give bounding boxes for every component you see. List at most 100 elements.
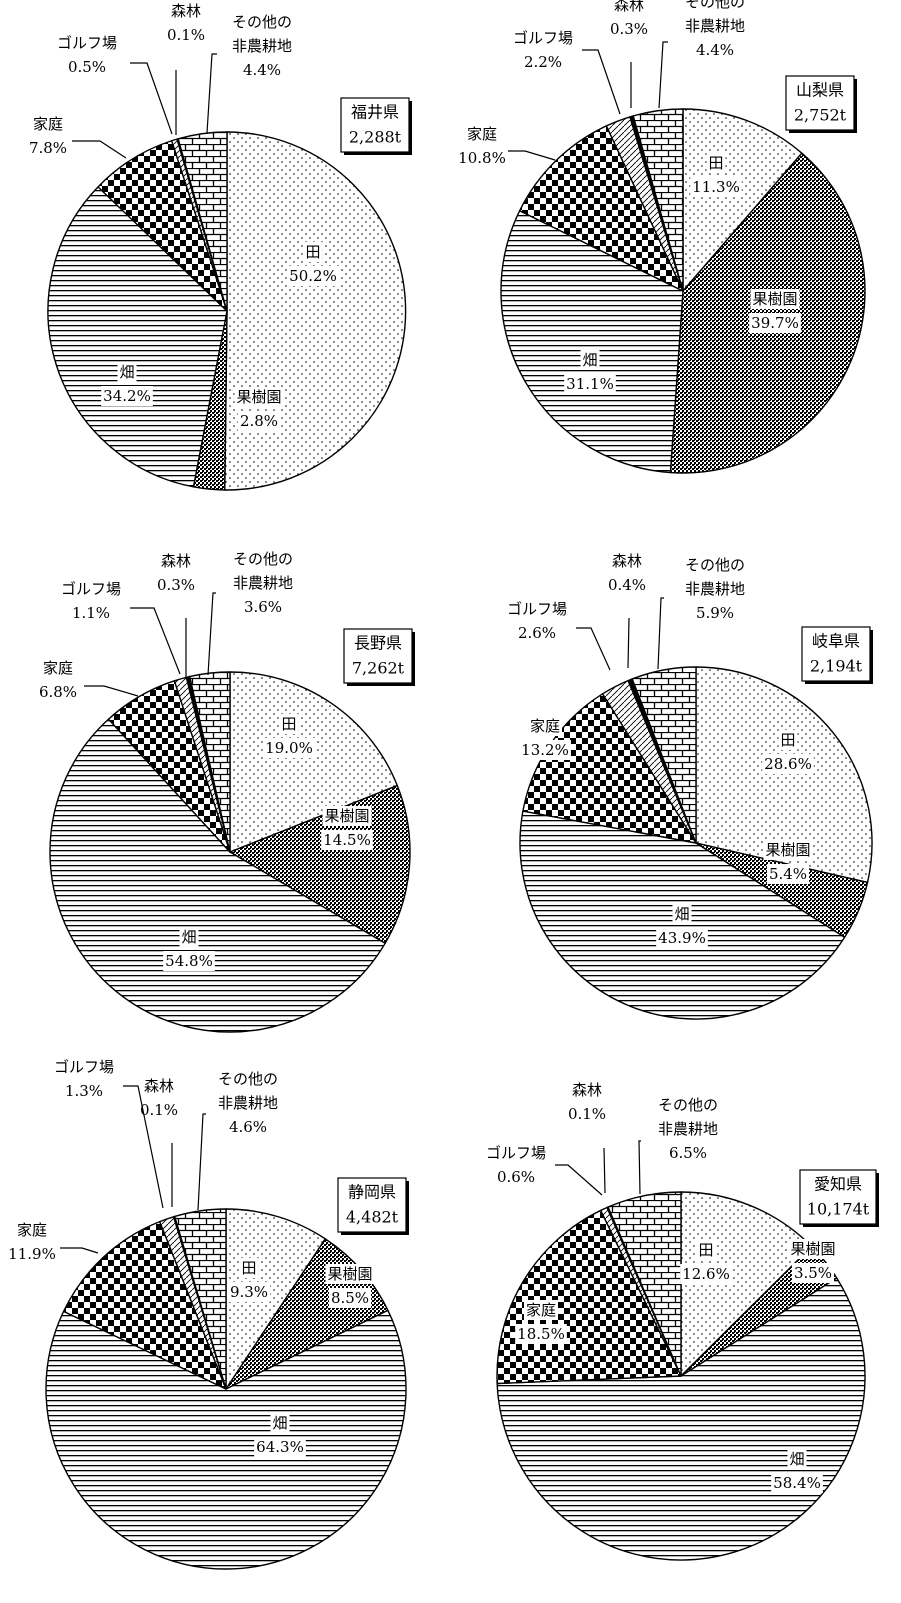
- slice-name-ta-bg: [239, 1258, 259, 1278]
- slice-katei: [62, 1220, 227, 1390]
- pie-charts-group: 福井県 2,288t 田 50.2% 果樹園 2.8% 畑 34.2% 家庭 7.8% ゴルフ場 0.…: [8, 0, 879, 1570]
- slice-name-sonota-line2: 非農耕地: [232, 37, 292, 55]
- slice-name-golf: ゴルフ場: [61, 580, 121, 598]
- slice-name-hata-group: 畑: [787, 1449, 807, 1469]
- prefecture-total: 10,174t: [807, 1200, 870, 1219]
- slice-name-golf: ゴルフ場: [513, 29, 573, 47]
- slice-name-sonota-line1-group: その他の: [658, 1096, 718, 1114]
- prefecture-name-group: 愛知県: [814, 1175, 862, 1194]
- slice-name-shinrin-group: 森林: [171, 2, 201, 20]
- slice-value-ta: 19.0%: [265, 739, 313, 757]
- slice-name-kaju-group: 果樹園: [788, 1239, 838, 1259]
- slice-name-ta: 田: [241, 1259, 256, 1277]
- slice-value-katei: 6.8%: [39, 683, 77, 701]
- slice-value-katei: 13.2%: [521, 741, 569, 759]
- slice-name-hata-bg: [117, 362, 137, 382]
- slice-value-kaju-bg: [328, 1288, 372, 1308]
- slice-value-shinrin-group: 0.3%: [157, 576, 195, 594]
- slice-name-shinrin: 森林: [572, 1081, 602, 1099]
- prefecture-box: 山梨県 2,752t: [785, 75, 857, 133]
- slice-name-golf: ゴルフ場: [507, 600, 567, 618]
- leader-line-sonota: [206, 53, 217, 134]
- slice-name-hata-bg: [270, 1413, 290, 1433]
- slice-name-sonota-line1: その他の: [685, 556, 745, 574]
- slice-name-golf-group: ゴルフ場: [57, 34, 117, 52]
- slice-value-sonota: 3.6%: [244, 598, 282, 616]
- slice-value-kaju-group: 14.5%: [321, 830, 373, 850]
- prefecture-box: 福井県 2,288t: [340, 97, 412, 155]
- slice-name-sonota-line2-group: 非農耕地: [232, 37, 292, 55]
- slice-name-hata: 畑: [181, 928, 196, 946]
- slice-hata: [45, 1309, 407, 1570]
- slice-name-hata-group: 畑: [580, 350, 600, 370]
- slice-name-hata-bg: [787, 1449, 807, 1469]
- slice-value-kaju-group: 8.5%: [328, 1288, 372, 1308]
- prefecture-name: 愛知県: [814, 1175, 862, 1194]
- slice-name-hata: 畑: [789, 1450, 804, 1468]
- slice-name-golf: ゴルフ場: [54, 1058, 114, 1076]
- prefecture-box-frame: [340, 97, 410, 153]
- slice-name-katei: 家庭: [33, 115, 63, 133]
- slice-name-sonota-line2: 非農耕地: [218, 1094, 278, 1112]
- prefecture-name-group: 福井県: [351, 103, 399, 122]
- pie-slices: [49, 671, 411, 1033]
- slice-name-katei-group: 家庭: [523, 1300, 559, 1320]
- slice-name-shinrin-group: 森林: [614, 0, 644, 14]
- slice-name-kaju-group: 果樹園: [234, 387, 284, 407]
- slice-name-ta-group: 田: [778, 730, 798, 750]
- prefecture-box: 岐阜県 2,194t: [801, 626, 873, 684]
- slice-name-kaju: 果樹園: [765, 841, 810, 859]
- slice-name-sonota-line2: 非農耕地: [685, 17, 745, 35]
- pie-chart: 岐阜県 2,194t 田 28.6% 果樹園 5.4% 畑 43.9% 家庭 13.2% ゴルフ場 2…: [507, 552, 873, 1020]
- prefecture-name-group: 長野県: [354, 634, 402, 653]
- slice-name-kaju-bg: [325, 1264, 375, 1284]
- slice-name-shinrin: 森林: [612, 552, 642, 570]
- prefecture-box-frame: [343, 628, 413, 684]
- slice-value-shinrin-group: 0.1%: [140, 1101, 178, 1119]
- slice-name-katei-group: 家庭: [527, 716, 563, 736]
- slice-name-kaju-group: 果樹園: [750, 289, 800, 309]
- slice-name-ta-bg: [696, 1240, 716, 1260]
- slice-value-shinrin: 0.1%: [167, 26, 205, 44]
- slice-name-sonota-line2-group: 非農耕地: [233, 574, 293, 592]
- slice-name-hata-bg: [580, 350, 600, 370]
- prefecture-total-group: 10,174t: [807, 1200, 870, 1219]
- slice-value-katei-bg: [515, 1324, 567, 1344]
- slice-value-golf-group: 1.1%: [72, 604, 110, 622]
- slice-value-shinrin-group: 0.3%: [610, 20, 648, 38]
- slice-name-sonota-line1: その他の: [658, 1096, 718, 1114]
- slice-value-hata: 58.4%: [773, 1474, 821, 1492]
- slice-value-ta-group: 28.6%: [762, 754, 814, 774]
- slice-value-ta-bg: [227, 1282, 271, 1302]
- prefecture-name: 岐阜県: [812, 632, 860, 651]
- slice-value-ta-group: 50.2%: [287, 266, 339, 286]
- leader-line-katei: [508, 150, 556, 161]
- slice-name-sonota-line2-group: 非農耕地: [218, 1094, 278, 1112]
- leader-line-sonota: [207, 592, 216, 676]
- prefecture-total-group: 2,752t: [794, 106, 847, 125]
- prefecture-name: 静岡県: [348, 1183, 396, 1202]
- slice-sonota: [174, 1208, 227, 1390]
- slice-value-ta-bg: [680, 1264, 732, 1284]
- slice-hata: [500, 210, 684, 474]
- slice-name-katei-group: 家庭: [467, 125, 497, 143]
- slice-value-hata: 64.3%: [256, 1438, 304, 1456]
- slice-value-hata: 31.1%: [566, 375, 614, 393]
- leader-line-shinrin: [603, 1147, 606, 1194]
- slice-name-sonota-line1-group: その他の: [232, 13, 292, 31]
- prefecture-name-group: 山梨県: [796, 81, 844, 100]
- slice-value-katei: 11.9%: [8, 1245, 56, 1263]
- leader-line-golf: [582, 49, 621, 115]
- slice-name-sonota-line2-group: 非農耕地: [685, 580, 745, 598]
- slice-name-kaju-bg: [750, 289, 800, 309]
- slice-value-golf: 1.1%: [72, 604, 110, 622]
- slice-name-sonota-line1-group: その他の: [685, 556, 745, 574]
- slice-name-sonota-line1: その他の: [218, 1070, 278, 1088]
- prefecture-box: 愛知県 10,174t: [799, 1169, 879, 1227]
- slice-name-sonota-line1-group: その他の: [218, 1070, 278, 1088]
- slice-value-golf: 1.3%: [65, 1082, 103, 1100]
- slice-value-katei-group: 6.8%: [39, 683, 77, 701]
- slice-value-ta: 28.6%: [764, 755, 812, 773]
- slice-name-kaju-bg: [322, 806, 372, 826]
- slice-value-sonota-group: 6.5%: [669, 1144, 707, 1162]
